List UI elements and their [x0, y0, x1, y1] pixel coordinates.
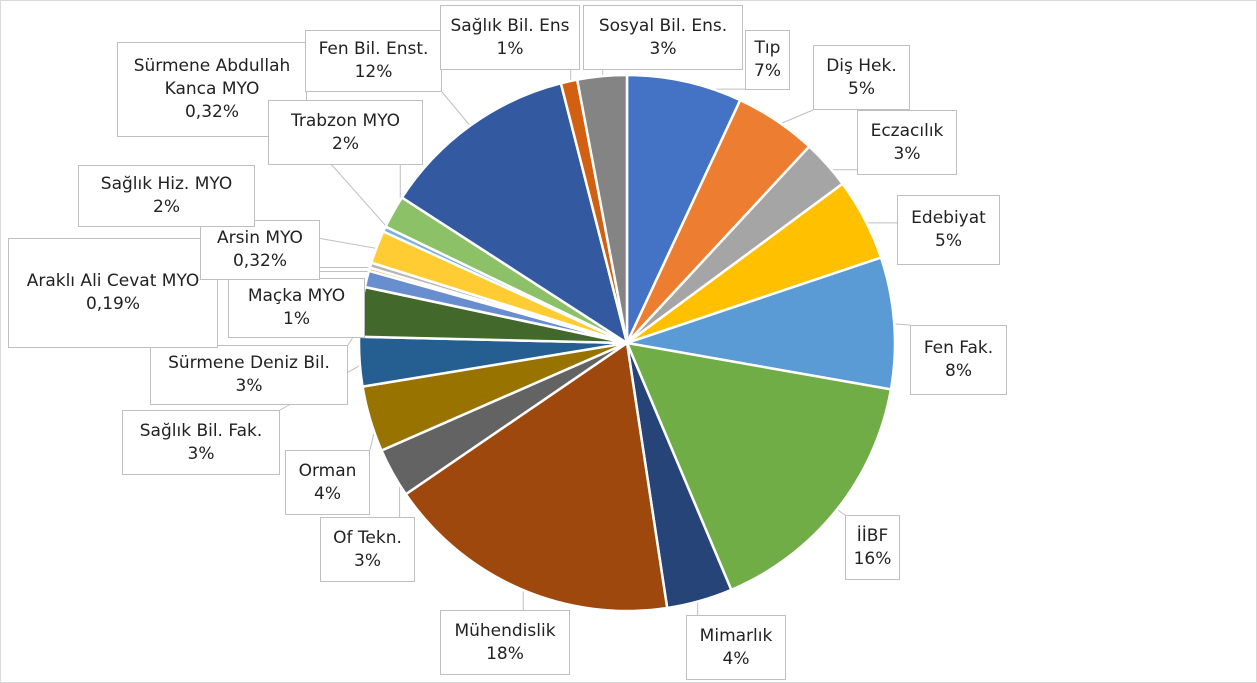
data-label: Fen Fak. 8% — [910, 325, 1007, 395]
data-label: Araklı Ali Cevat MYO 0,19% — [8, 238, 218, 348]
category-label: Arsin MYO — [217, 228, 303, 249]
value-label: 4% — [314, 483, 341, 504]
category-label: Sürmene Deniz Bil. — [168, 353, 330, 374]
category-label: Araklı Ali Cevat MYO — [26, 271, 200, 292]
data-label: Tıp 7% — [745, 30, 790, 90]
pie-slice — [624, 341, 893, 592]
data-label: Edebiyat 5% — [897, 195, 1000, 265]
data-label: Of Tekn. 3% — [320, 517, 415, 582]
category-label: Tıp — [754, 38, 781, 59]
data-label: Orman 4% — [285, 450, 370, 515]
category-label: Fen Bil. Enst. — [318, 39, 429, 60]
value-label: 18% — [486, 643, 524, 664]
data-label: Mimarlık 4% — [686, 615, 786, 680]
category-label: Mühendislik — [454, 620, 556, 641]
value-label: 16% — [853, 548, 892, 569]
data-label: Diş Hek. 5% — [813, 45, 910, 110]
value-label: 0,32% — [232, 251, 287, 271]
value-label: 8% — [945, 361, 972, 381]
data-label: Sağlık Hiz. MYO 2% — [78, 165, 255, 227]
value-label: 3% — [893, 143, 921, 164]
category-label: Trabzon MYO — [290, 110, 401, 131]
category-label: Diş Hek. — [826, 55, 897, 76]
value-label: 0,32% — [184, 101, 239, 122]
value-label: 2% — [153, 197, 180, 217]
pie-slice — [575, 73, 629, 344]
value-label: 4% — [722, 648, 750, 669]
category-label: Fen Fak. — [923, 338, 994, 359]
category-label: Sağlık Hiz. MYO — [100, 174, 233, 195]
category-label: Mimarlık — [699, 625, 773, 646]
data-label: Mühendislik 18% — [440, 610, 570, 675]
data-label: Sağlık Bil. Ens 1% — [440, 5, 580, 70]
pie-slice — [626, 255, 897, 391]
data-label: Arsin MYO 0,32% — [200, 220, 320, 280]
pie-slice — [400, 81, 629, 346]
value-label: 3% — [649, 38, 677, 59]
data-label: Sürmene Deniz Bil. 3% — [150, 345, 348, 405]
data-label: Fen Bil. Enst. 12% — [305, 30, 442, 92]
value-label: 7% — [754, 61, 781, 81]
category-label: Sürmene Abdullah Kanca MYO — [133, 56, 291, 100]
value-label: 3% — [187, 443, 215, 464]
category-label: Of Tekn. — [333, 527, 402, 548]
value-label: 5% — [848, 78, 875, 99]
category-label: Sosyal Bil. Ens. — [598, 15, 728, 36]
data-label: Sosyal Bil. Ens. 3% — [583, 5, 743, 70]
category-label: Maçka MYO — [247, 286, 346, 307]
data-label: İİBF 16% — [845, 515, 900, 580]
value-label: 0,19% — [85, 294, 140, 314]
value-label: 1% — [283, 309, 310, 329]
category-label: İİBF — [856, 525, 889, 546]
category-label: Sağlık Bil. Ens — [450, 15, 570, 36]
data-label: Trabzon MYO 2% — [268, 100, 423, 165]
value-label: 3% — [235, 376, 263, 396]
category-label: Eczacılık — [870, 120, 944, 141]
data-label: Sağlık Bil. Fak. 3% — [122, 410, 280, 475]
value-label: 1% — [496, 38, 524, 59]
data-label: Maçka MYO 1% — [228, 278, 365, 338]
value-label: 5% — [935, 231, 962, 251]
category-label: Orman — [298, 460, 357, 481]
category-label: Sağlık Bil. Fak. — [139, 420, 263, 441]
value-label: 2% — [332, 133, 359, 154]
value-label: 3% — [354, 550, 381, 571]
data-label: Eczacılık 3% — [857, 110, 957, 175]
value-label: 12% — [354, 62, 393, 82]
category-label: Edebiyat — [911, 208, 986, 229]
pie-slice — [625, 73, 742, 344]
pie-slice — [404, 340, 669, 613]
